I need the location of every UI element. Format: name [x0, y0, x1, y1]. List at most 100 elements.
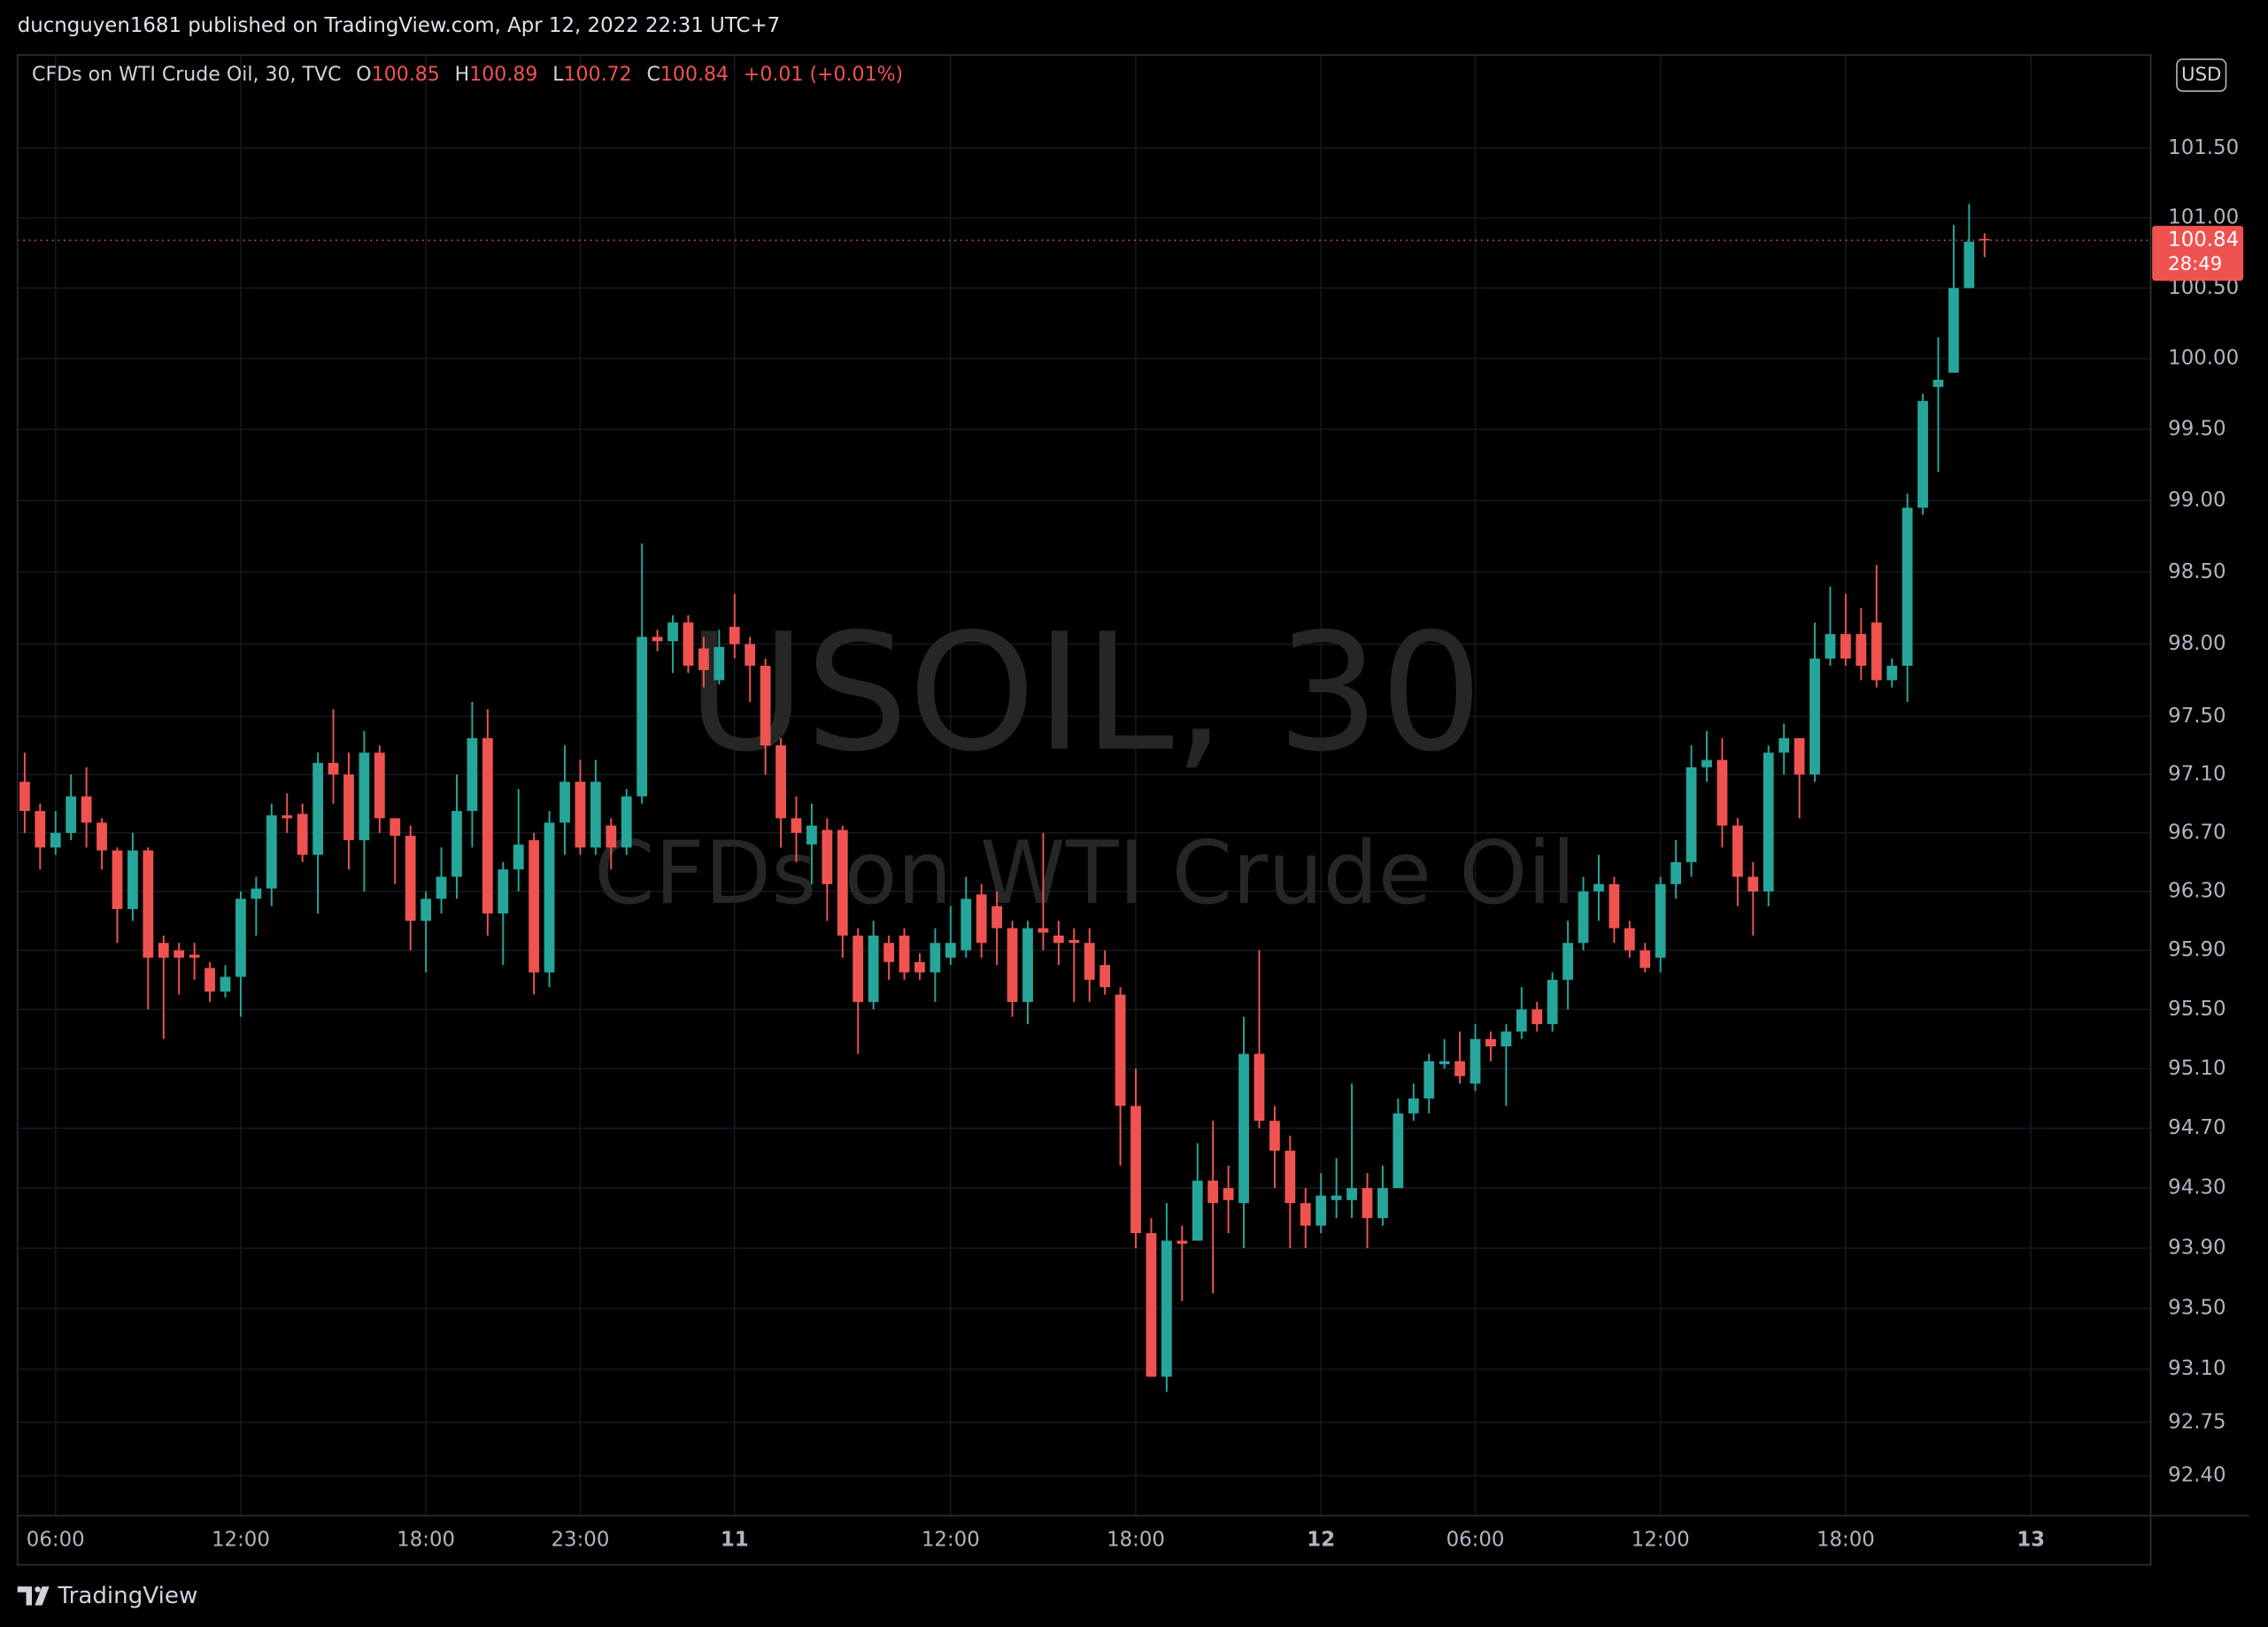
candle-body	[1223, 1188, 1234, 1200]
candle-body	[837, 829, 848, 936]
candle-body	[822, 829, 833, 884]
y-tick-label: 92.75	[2168, 1410, 2226, 1433]
candle-body	[1855, 634, 1867, 667]
x-tick-label: 12:00	[922, 1528, 980, 1551]
candle-body	[559, 782, 570, 823]
candle-body	[1809, 658, 1820, 775]
candle-body	[1902, 507, 1913, 667]
logo-dot	[35, 1586, 41, 1592]
y-tick-label: 94.70	[2168, 1116, 2226, 1139]
candle-body	[35, 811, 46, 848]
y-tick-label: 101.00	[2168, 206, 2239, 229]
candle-body	[374, 752, 385, 819]
candle-body	[1639, 950, 1651, 968]
candle-body	[899, 935, 910, 973]
candle-body	[390, 818, 401, 837]
candle-body	[282, 815, 293, 819]
brand: TradingView	[57, 1583, 197, 1609]
candle-body	[1346, 1188, 1357, 1200]
candle-body	[960, 898, 972, 951]
ohlc-value: 100.84	[660, 64, 729, 86]
x-tick-label: 13	[2017, 1528, 2045, 1551]
candle-body	[1176, 1240, 1188, 1244]
candle-body	[189, 954, 200, 958]
candle-body	[729, 627, 740, 644]
currency[interactable]: USD	[2181, 64, 2221, 86]
candle-body	[1516, 1009, 1527, 1032]
candle-body	[1269, 1121, 1280, 1151]
candle-body	[945, 943, 956, 958]
candle-body	[1732, 825, 1743, 877]
candle-body	[652, 636, 663, 642]
candle-body	[714, 646, 725, 681]
candle-body	[498, 869, 509, 914]
candle-body	[482, 737, 493, 914]
candle-body	[405, 836, 416, 921]
candle-body	[1794, 737, 1805, 775]
candle-body	[1747, 876, 1759, 892]
candle-body	[883, 943, 894, 962]
candle-body	[1593, 883, 1604, 892]
ohlc-value: 100.85	[372, 64, 440, 86]
candle-body	[420, 898, 432, 921]
ohlc-label: H	[455, 64, 470, 86]
candle-body	[1068, 939, 1080, 944]
candle-body	[81, 796, 92, 823]
candle-body	[1362, 1188, 1373, 1219]
x-tick-label: 18:00	[1817, 1528, 1875, 1551]
candle-body	[66, 796, 77, 833]
candle-body	[760, 666, 771, 746]
currency-badge[interactable]	[2176, 58, 2227, 92]
candle-body	[1763, 752, 1774, 892]
candle-body	[1408, 1098, 1419, 1114]
candle-body	[1099, 965, 1111, 988]
candle-body	[343, 774, 354, 841]
candle-body	[636, 636, 648, 797]
candle-body	[1022, 928, 1033, 1002]
candle-body	[1439, 1060, 1450, 1065]
candle-body	[1578, 891, 1589, 944]
candle-body	[1007, 928, 1018, 1002]
candle-body	[251, 888, 262, 899]
candle-body	[513, 844, 524, 870]
x-tick-label: 18:00	[1107, 1528, 1165, 1551]
candle-body	[1624, 928, 1635, 951]
candle-body	[1886, 666, 1898, 681]
candle-body	[1238, 1053, 1249, 1204]
y-tick-label: 97.10	[2168, 762, 2226, 785]
candle-body	[1377, 1188, 1388, 1219]
x-tick-label: 12:00	[1632, 1528, 1690, 1551]
candle-body	[1500, 1031, 1512, 1047]
x-tick-label: 11	[721, 1528, 749, 1551]
candle-body	[667, 622, 678, 642]
ohlc-label: O	[356, 64, 371, 86]
legend-header: CFDs on WTI Crude Oil, 30, TVC O100.85 H…	[32, 64, 903, 86]
candles	[17, 204, 2151, 1392]
candle-body	[1932, 379, 1944, 387]
candle-body	[1423, 1060, 1435, 1099]
x-tick-label: 06:00	[27, 1528, 85, 1551]
y-tick-label: 96.30	[2168, 880, 2226, 903]
x-tick-label: 18:00	[397, 1528, 455, 1551]
candle-body	[1207, 1180, 1219, 1204]
y-tick-label: 95.90	[2168, 938, 2226, 961]
candle-body	[451, 811, 462, 877]
ohlc-label: L	[552, 64, 564, 86]
candle-body	[991, 906, 1003, 929]
watermark-description: CFDs on WTI Crude Oil	[594, 823, 1576, 924]
y-tick-label: 95.10	[2168, 1057, 2226, 1080]
y-tick-label: 93.10	[2168, 1357, 2226, 1380]
candle-body	[1686, 767, 1697, 862]
x-tick-label: 12	[1307, 1528, 1335, 1551]
candle-body	[791, 818, 802, 833]
candle-body	[1562, 943, 1574, 980]
candle-body	[775, 745, 786, 819]
candle-body	[1670, 861, 1682, 884]
candle-body	[1053, 935, 1064, 944]
candle-body	[1871, 622, 1882, 681]
candle-body	[806, 825, 817, 845]
candle-body	[1701, 760, 1712, 767]
y-tick-label: 97.50	[2168, 705, 2226, 728]
